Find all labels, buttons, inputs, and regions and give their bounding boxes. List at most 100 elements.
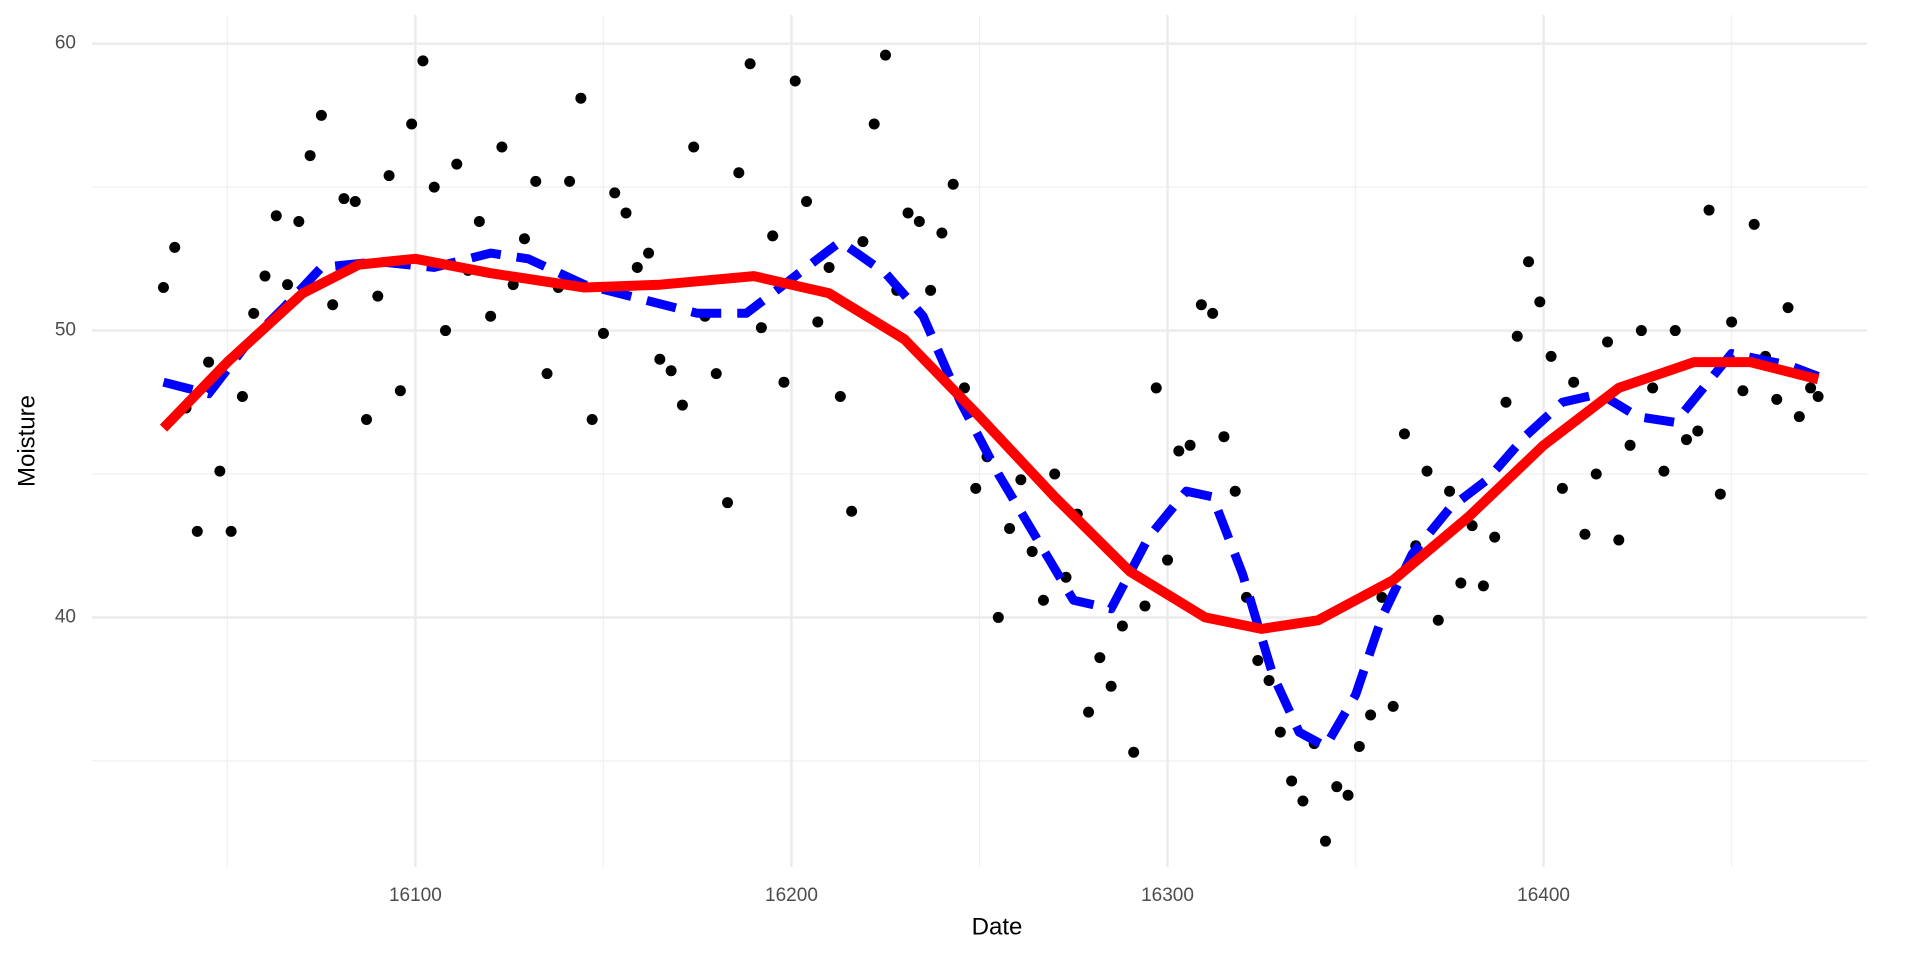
point [1162, 554, 1174, 566]
x-tick-label: 16200 [765, 885, 818, 906]
point [1647, 382, 1659, 394]
point [293, 216, 305, 228]
point [970, 482, 982, 494]
point [406, 118, 418, 130]
point [496, 141, 508, 153]
point [270, 210, 282, 222]
point [1477, 580, 1489, 592]
point [1624, 439, 1636, 451]
x-tick-label: 16400 [1517, 885, 1570, 906]
point [1771, 393, 1783, 405]
point [485, 310, 497, 322]
point [1173, 445, 1185, 457]
point [1037, 594, 1049, 606]
point [722, 497, 734, 509]
point [1568, 376, 1580, 388]
point [473, 216, 485, 228]
point [846, 505, 858, 517]
point [1793, 411, 1805, 423]
point [439, 325, 451, 337]
point [1556, 482, 1568, 494]
point [451, 158, 463, 170]
point [1737, 385, 1749, 397]
point [958, 382, 970, 394]
point [1444, 485, 1456, 497]
point [1500, 396, 1512, 408]
point [1139, 600, 1151, 612]
point [1466, 520, 1478, 532]
point [169, 241, 181, 253]
point [755, 322, 767, 334]
x-axis-title: Date [972, 913, 1023, 940]
point [676, 399, 688, 411]
point [304, 150, 316, 162]
point [1105, 680, 1117, 692]
point [620, 207, 632, 219]
point [1286, 775, 1298, 787]
point [1782, 302, 1794, 314]
point [1004, 522, 1016, 534]
point [1613, 534, 1625, 546]
point [778, 376, 790, 388]
point [1692, 425, 1704, 437]
point [282, 279, 294, 291]
point [575, 92, 587, 104]
point [541, 368, 553, 380]
point [1455, 577, 1467, 589]
point [1545, 350, 1557, 362]
point [1376, 591, 1388, 603]
point [1748, 218, 1760, 230]
y-tick-label: 40 [55, 606, 76, 627]
point [1049, 468, 1061, 480]
point [259, 270, 271, 282]
point [947, 178, 959, 190]
point [1579, 528, 1591, 540]
point [1207, 307, 1219, 319]
point [1094, 652, 1106, 664]
point [1297, 795, 1309, 807]
point [1263, 675, 1275, 687]
point [1602, 336, 1614, 348]
y-axis-title: Moisture [13, 395, 40, 487]
point [665, 365, 677, 377]
point [327, 299, 339, 311]
point [597, 327, 609, 339]
point [1432, 614, 1444, 626]
point [744, 58, 756, 70]
point [1534, 296, 1546, 308]
point [564, 175, 576, 187]
point [801, 195, 813, 207]
point [789, 75, 801, 87]
point [338, 193, 350, 205]
point [1726, 316, 1738, 328]
point [428, 181, 440, 193]
dashed-line [162, 237, 1820, 751]
point [913, 216, 925, 228]
point [518, 233, 530, 245]
point [1342, 789, 1354, 801]
point [1128, 746, 1140, 758]
point [992, 611, 1004, 623]
point [767, 230, 779, 242]
point [1387, 700, 1399, 712]
point [1229, 485, 1241, 497]
point [1319, 835, 1331, 847]
point [688, 141, 700, 153]
point [1150, 382, 1162, 394]
point [925, 284, 937, 296]
point [654, 353, 666, 365]
point [609, 187, 621, 199]
x-tick-label: 16100 [389, 885, 442, 906]
point [1635, 325, 1647, 337]
point [225, 525, 237, 537]
point [1511, 330, 1523, 342]
point [868, 118, 880, 130]
point [710, 368, 722, 380]
point [823, 261, 835, 273]
point [1703, 204, 1715, 216]
smooth-line [159, 253, 1820, 634]
point [643, 247, 655, 259]
point [834, 391, 846, 403]
point [1680, 434, 1692, 446]
